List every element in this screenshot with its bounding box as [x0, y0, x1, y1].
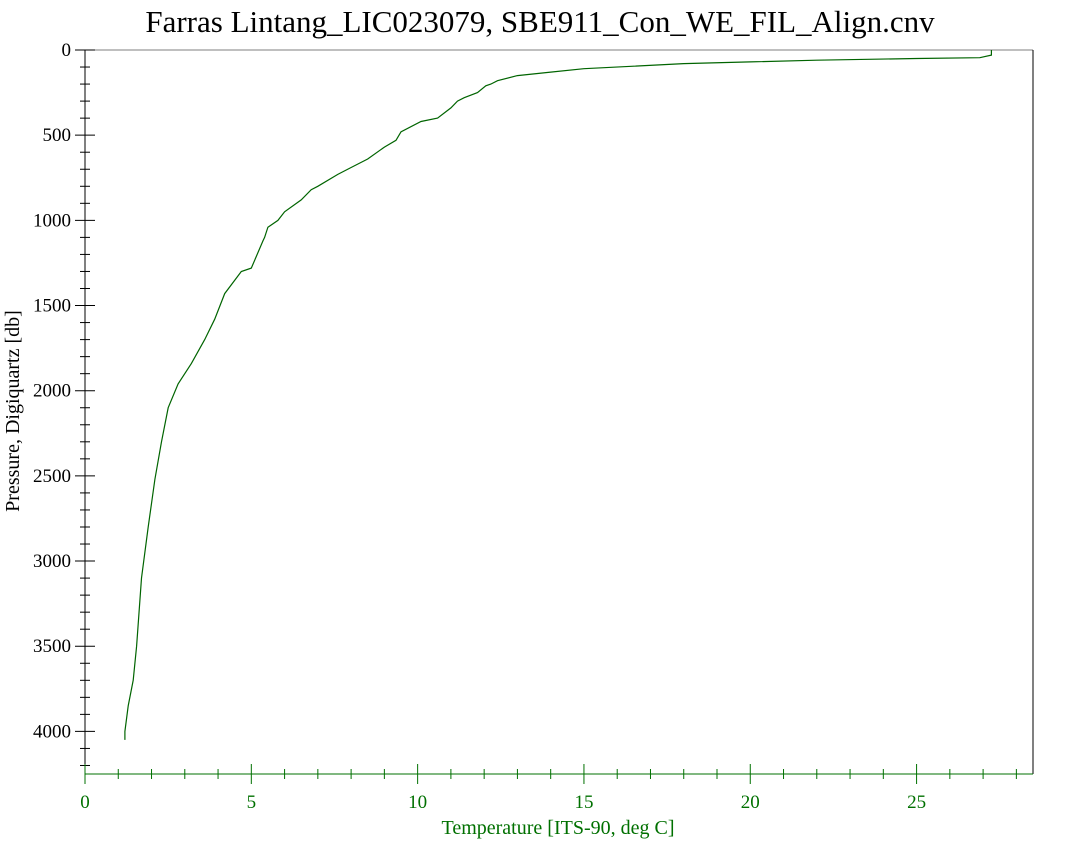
y-tick-label: 0 — [62, 40, 72, 61]
x-tick-label: 5 — [247, 792, 257, 813]
y-tick-label: 500 — [43, 125, 72, 146]
x-tick-label: 15 — [574, 792, 593, 813]
y-axis-label: Pressure, Digiquartz [db] — [2, 310, 24, 512]
y-axis: 0 500 1000 1500 2000 2500 3000 3500 4000 — [33, 40, 95, 774]
y-tick-label: 3500 — [33, 636, 71, 657]
y-tick-label: 2000 — [33, 381, 71, 402]
y-tick-label: 1000 — [33, 210, 71, 231]
x-tick-label: 20 — [741, 792, 760, 813]
y-tick-label: 2500 — [33, 466, 71, 487]
y-tick-label: 1500 — [33, 296, 71, 317]
x-axis: 0 5 10 15 20 25 — [80, 764, 1033, 813]
x-tick-label: 0 — [80, 792, 90, 813]
plot-frame — [85, 49, 1034, 774]
y-tick-label: 3000 — [33, 551, 71, 572]
chart-title: Farras Lintang_LIC023079, SBE911_Con_WE_… — [145, 4, 935, 39]
temperature-profile-line — [124, 50, 992, 740]
x-tick-label: 10 — [408, 792, 427, 813]
y-tick-label: 4000 — [33, 721, 71, 742]
x-axis-label: Temperature [ITS-90, deg C] — [442, 817, 675, 839]
x-tick-label: 25 — [907, 792, 926, 813]
